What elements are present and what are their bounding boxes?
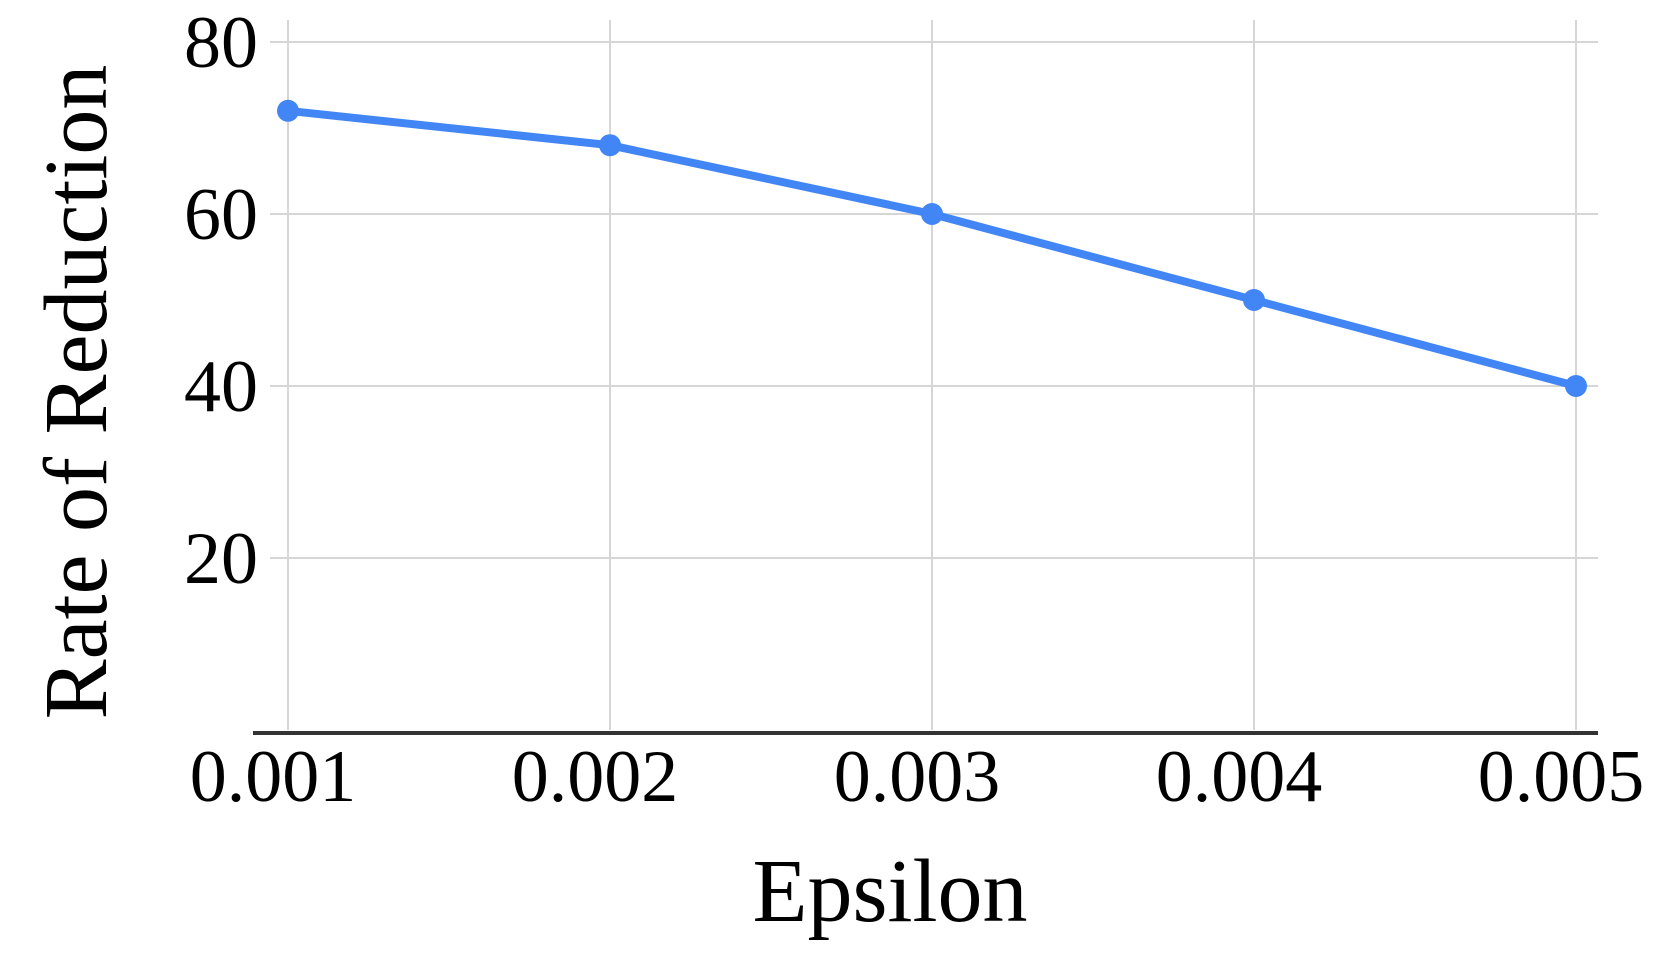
y-tick-label-80: 80 (184, 2, 258, 84)
y-axis-ticks (270, 41, 289, 559)
data-point-0.002 (599, 134, 621, 157)
data-point-0.003 (921, 203, 943, 225)
x-tick-label-0.002: 0.002 (512, 736, 679, 818)
x-tick-label-0.004: 0.004 (1156, 736, 1323, 818)
x-tick-label-0.005: 0.005 (1478, 736, 1645, 818)
x-tick-label-0.001: 0.001 (190, 736, 357, 818)
x-axis-tick-labels: 0.001 0.002 0.003 0.004 0.005 (190, 736, 1645, 818)
data-point-0.004 (1243, 289, 1265, 311)
x-axis-title: Epsilon (752, 842, 1027, 941)
data-point-0.001 (277, 99, 299, 122)
vertical-gridlines (287, 20, 1577, 730)
x-tick-label-0.003: 0.003 (834, 736, 1001, 818)
data-series-points (277, 99, 1587, 397)
data-point-0.005 (1565, 375, 1587, 397)
y-axis-title: Rate of Reduction (27, 65, 126, 720)
y-tick-label-40: 40 (184, 346, 258, 428)
y-tick-label-20: 20 (184, 518, 258, 600)
y-tick-label-60: 60 (184, 174, 258, 256)
horizontal-gridlines (289, 41, 1598, 559)
y-axis-tick-labels: 20 40 60 80 (184, 2, 258, 600)
